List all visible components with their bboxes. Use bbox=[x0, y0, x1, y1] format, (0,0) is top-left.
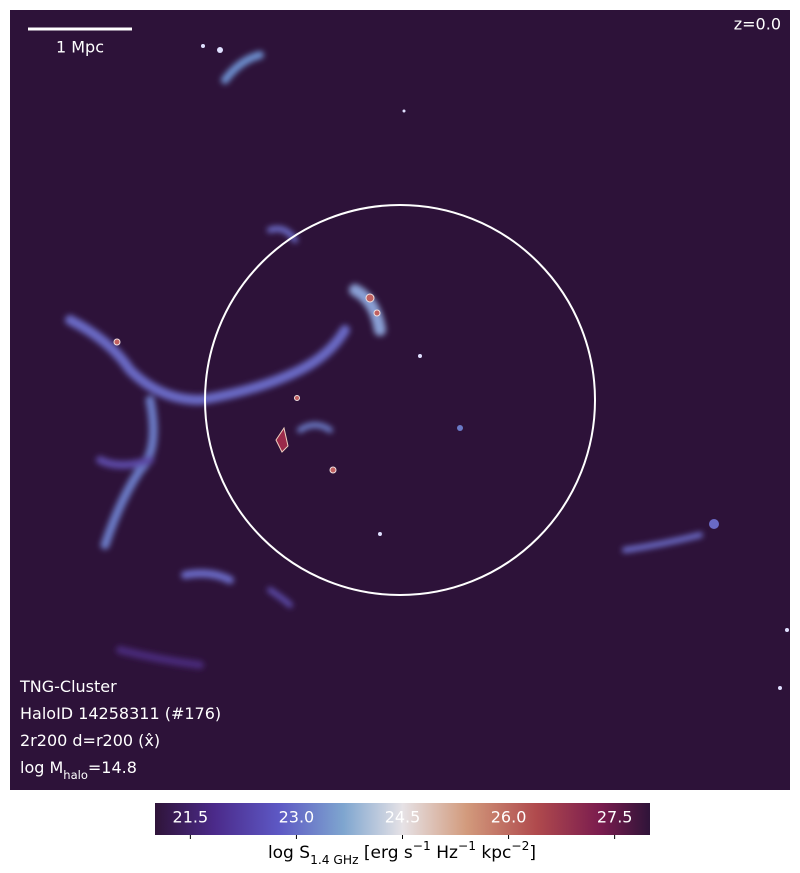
text-part: −1 bbox=[458, 839, 476, 853]
text-part: log S bbox=[268, 843, 310, 863]
annotation: HaloID 14258311 (#176) bbox=[20, 704, 221, 723]
text-part: halo bbox=[63, 768, 88, 782]
text-part: TNG-Cluster bbox=[19, 677, 117, 696]
text-part: ] bbox=[529, 843, 536, 863]
colorbar-ticks: 21.5 23.0 24.5 26.0 27.5 bbox=[173, 808, 633, 839]
colorbar-tick-label: 26.0 bbox=[491, 808, 527, 827]
colorbar-tick-label: 24.5 bbox=[385, 808, 421, 827]
colorbar-tick-label: 23.0 bbox=[279, 808, 315, 827]
colorbar bbox=[155, 803, 650, 835]
annotation: 2r200 d=r200 (x̂) bbox=[20, 731, 160, 750]
colorbar-tick-label: 21.5 bbox=[173, 808, 209, 827]
image-panel bbox=[10, 10, 790, 790]
text-part: log M bbox=[20, 758, 63, 777]
emission bbox=[65, 51, 703, 669]
annotation: TNG-Cluster bbox=[19, 677, 117, 696]
annotations: TNG-Cluster HaloID 14258311 (#176) 2r200 d… bbox=[19, 677, 221, 782]
text-part: −2 bbox=[511, 839, 529, 853]
text-part: 2r200 d=r200 (x̂) bbox=[20, 731, 160, 750]
scale-bar-label: 1 Mpc bbox=[56, 38, 104, 57]
text-part: kpc bbox=[476, 843, 511, 863]
annotation: log Mhalo=14.8 bbox=[20, 758, 137, 782]
text-part: −1 bbox=[413, 839, 431, 853]
redshift-label: z=0.0 bbox=[734, 15, 781, 34]
r200-circle bbox=[204, 204, 596, 596]
text-part: Hz bbox=[431, 843, 458, 863]
text-part: 1.4 GHz bbox=[310, 853, 358, 867]
colorbar-tick-label: 27.5 bbox=[597, 808, 633, 827]
text-part: =14.8 bbox=[88, 758, 137, 777]
text-part: [erg s bbox=[359, 843, 413, 863]
colorbar-label: log S1.4 GHz [erg s−1 Hz−1 kpc−2] bbox=[268, 839, 536, 867]
text-part: HaloID 14258311 (#176) bbox=[20, 704, 221, 723]
hotspots bbox=[113, 44, 789, 690]
